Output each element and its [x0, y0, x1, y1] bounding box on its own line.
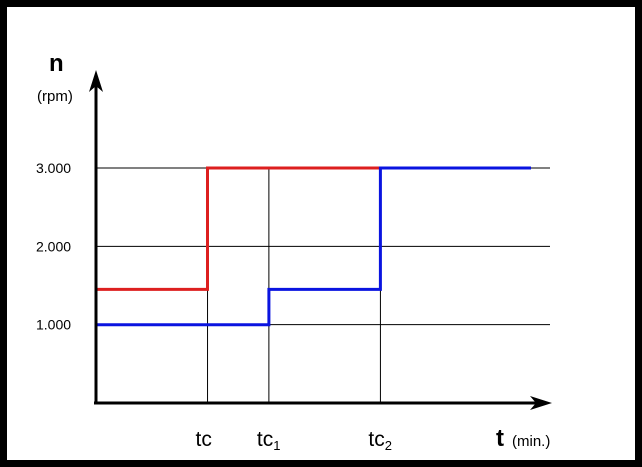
y-tick-label-2000: 2.000 — [36, 238, 71, 254]
y-tick-label-3000: 3.000 — [36, 160, 71, 176]
marker-subscript-tc2: 2 — [385, 438, 392, 453]
marker-label-tc2: tc2 — [368, 428, 392, 453]
grid-lines — [96, 167, 550, 326]
x-axis-arrow — [530, 396, 552, 410]
y-axis-symbol: n — [49, 50, 64, 77]
marker-subscript-tc1: 1 — [273, 438, 280, 453]
marker-label-tc1: tc1 — [257, 428, 281, 453]
y-tick-labels: 1.000 2.000 3.000 — [36, 160, 71, 333]
series-line-1 — [96, 166, 381, 291]
axes — [89, 70, 552, 410]
series-line-2 — [96, 166, 531, 327]
y-tick-label-1000: 1.000 — [36, 317, 71, 333]
time-marker-lines — [207, 168, 381, 403]
marker-label-tc: tc — [196, 428, 212, 451]
axis-labels: n (rpm) t (min.) — [37, 50, 550, 452]
x-axis-symbol: t — [496, 425, 504, 452]
x-marker-labels: tc tc1 tc2 — [196, 428, 392, 453]
x-axis-unit: (min.) — [512, 433, 550, 450]
data-series — [96, 166, 531, 327]
y-axis-arrow — [89, 70, 103, 92]
y-axis-unit: (rpm) — [37, 88, 73, 105]
